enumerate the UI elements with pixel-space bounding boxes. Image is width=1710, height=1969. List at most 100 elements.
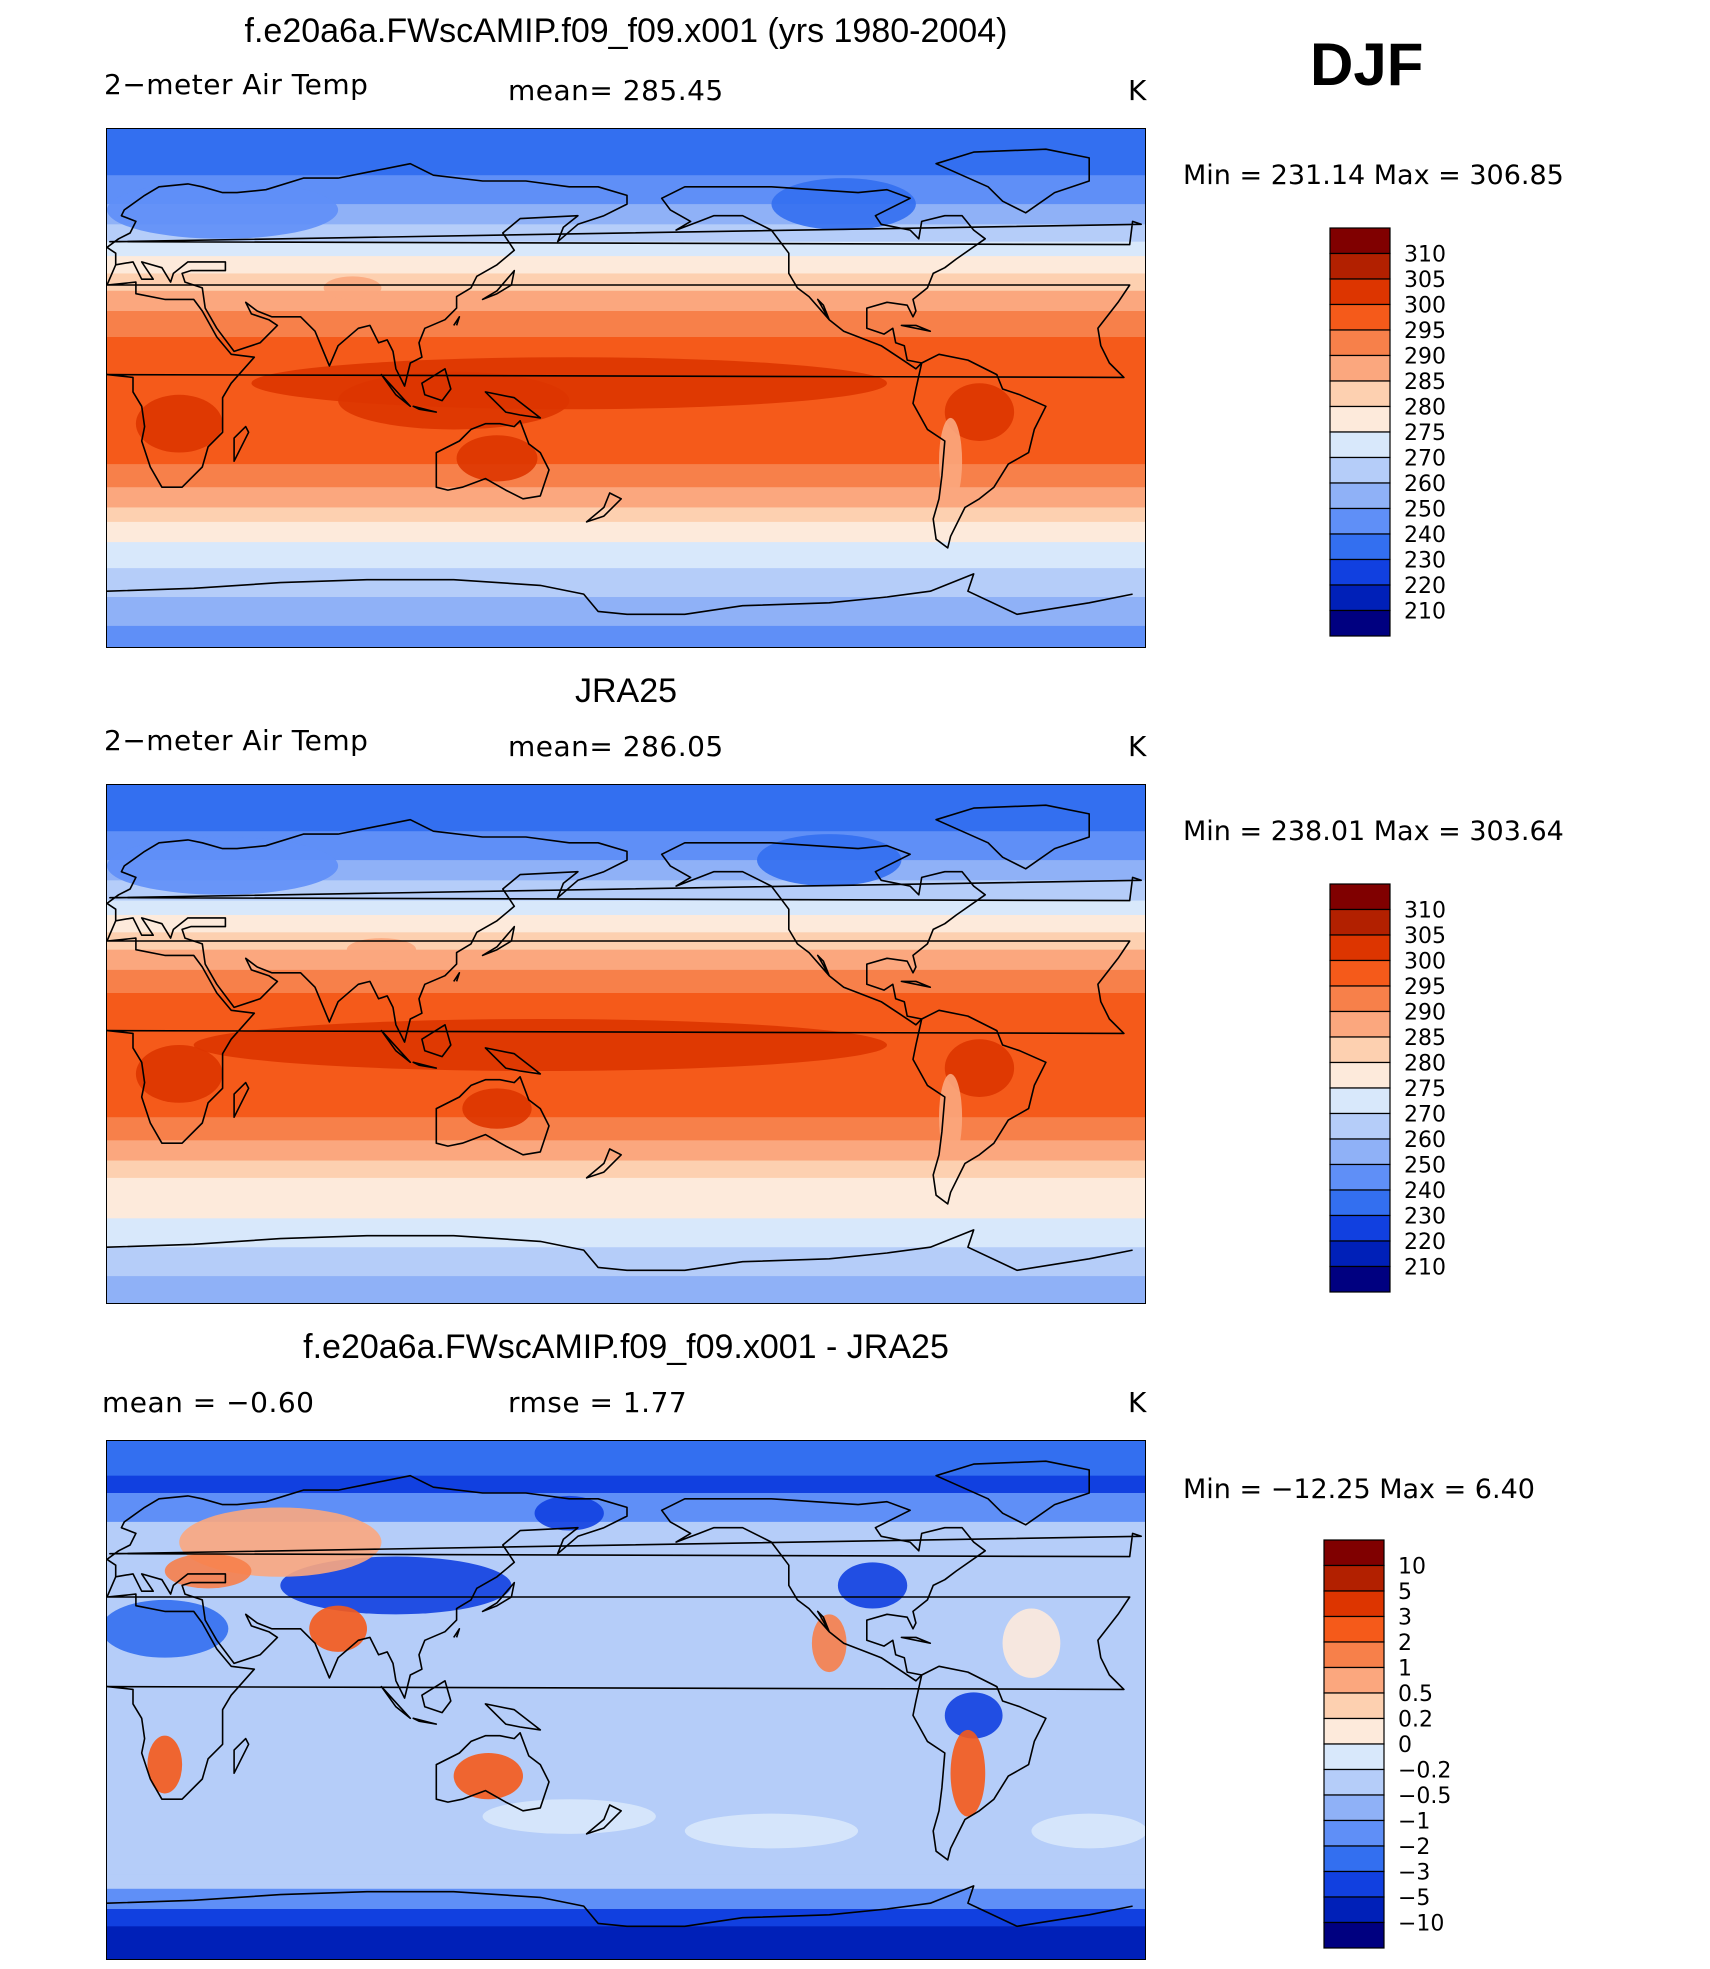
contour-band (107, 1117, 1145, 1142)
colorbar-swatch (1329, 1214, 1391, 1242)
coastline (109, 876, 1142, 902)
panel-3-map (106, 1440, 1146, 1960)
panel-1-mean-label: mean= 285.45 (508, 74, 724, 107)
panel-2-unit: K (1128, 730, 1147, 763)
coastline (900, 1636, 932, 1644)
coastline (660, 1497, 987, 1682)
colorbar-tick-label: 305 (1404, 268, 1446, 293)
colorbar-swatch (1323, 1641, 1385, 1669)
contour-blob (482, 1799, 656, 1834)
coastline (435, 1731, 550, 1812)
contour-band (107, 256, 1145, 275)
colorbar-swatch (1329, 584, 1391, 612)
contour-band (107, 464, 1145, 489)
coastline (585, 492, 623, 523)
colorbar-tick-label: 275 (1404, 1077, 1446, 1102)
contour-blob (811, 1614, 847, 1673)
colorbar-swatch (1323, 1666, 1385, 1694)
colorbar-tick-label: 260 (1404, 472, 1446, 497)
panel-3-minmax: Min = −12.25 Max = 6.40 (1183, 1474, 1535, 1505)
contour-band (107, 1276, 1145, 1303)
contour-blob (135, 394, 223, 453)
contour-band (107, 1909, 1145, 1928)
panel-3-rmse-label: rmse = 1.77 (508, 1386, 688, 1419)
coastline (484, 391, 542, 419)
contour-blob (107, 181, 339, 239)
panel-1-minmax: Min = 231.14 Max = 306.85 (1183, 160, 1564, 191)
colorbar-swatch (1329, 482, 1391, 510)
contour-band (107, 521, 1145, 544)
coastline (107, 937, 1131, 1145)
contour-blob (1002, 1608, 1061, 1678)
colorbar-tick-label: −0.5 (1398, 1784, 1451, 1809)
panel-3-mean-label: mean = −0.60 (102, 1386, 315, 1419)
coastline (935, 1460, 1091, 1526)
coastline (412, 405, 438, 413)
contour-band (107, 1926, 1145, 1959)
contour-blob (944, 1039, 1015, 1097)
coastline (585, 1148, 623, 1179)
colorbar-swatch (1329, 380, 1391, 408)
panel-1-variable-label: 2−meter Air Temp (104, 68, 369, 101)
coastline (412, 1061, 438, 1069)
colorbar-swatch (1329, 431, 1391, 459)
colorbar-swatch (1329, 1036, 1391, 1064)
contour-blob (147, 1735, 183, 1794)
coastline (900, 980, 932, 988)
coastline (421, 1024, 452, 1058)
colorbar-tick-label: 295 (1404, 975, 1446, 1000)
panel-1-unit: K (1128, 74, 1147, 107)
contour-blob (280, 1556, 512, 1615)
contour-blob (939, 1073, 963, 1161)
colorbar-tick-label: 210 (1404, 600, 1446, 625)
contour-band (107, 1140, 1145, 1162)
coastline (421, 1680, 452, 1714)
contour-blob (837, 1562, 908, 1609)
contour-blob (939, 417, 963, 505)
contour-blob (944, 1692, 1003, 1739)
colorbar-swatch (1323, 1819, 1385, 1847)
coastline (109, 220, 1142, 246)
coastline (233, 1737, 250, 1775)
colorbar-swatch (1329, 1112, 1391, 1140)
panel-1-title: f.e20a6a.FWscAMIP.f09_f09.x001 (yrs 1980… (244, 12, 1008, 50)
colorbar-tick-label: 280 (1404, 1052, 1446, 1077)
season-label: DJF (1310, 31, 1424, 98)
contour-blob (950, 1729, 986, 1817)
colorbar-swatch (1329, 227, 1391, 255)
colorbar-swatch (1323, 1794, 1385, 1822)
contour-blob (135, 1045, 223, 1103)
coastline (435, 1075, 550, 1156)
colorbar-swatch (1323, 1921, 1385, 1949)
contour-blob (534, 1495, 604, 1531)
coastline (109, 1532, 1142, 1558)
colorbar-tick-label: 310 (1404, 243, 1446, 268)
coastline (107, 162, 628, 387)
contour-blob (944, 383, 1015, 441)
colorbar-tick-label: 0.5 (1398, 1682, 1433, 1707)
colorbar-swatch (1329, 252, 1391, 280)
contour-blob (462, 1088, 532, 1129)
colorbar-tick-label: 0 (1398, 1733, 1412, 1758)
colorbar-swatch (1323, 1768, 1385, 1796)
contour-band (107, 507, 1145, 523)
coastline (912, 353, 1047, 549)
colorbar-swatch (1323, 1615, 1385, 1643)
colorbar-swatch (1329, 1163, 1391, 1191)
colorbar-swatch (1329, 1189, 1391, 1217)
coastline (660, 185, 987, 370)
colorbar-tick-label: 1 (1398, 1657, 1412, 1682)
coastline (107, 1885, 1133, 1928)
coastline (412, 1717, 438, 1725)
panel-1-map (106, 128, 1146, 648)
panel-2-minmax: Min = 238.01 Max = 303.64 (1183, 816, 1564, 847)
contour-band (107, 1874, 1145, 1890)
contour-band (107, 241, 1145, 258)
contour-blob (346, 938, 417, 962)
panel-2-variable-label: 2−meter Air Temp (104, 724, 369, 757)
colorbar-swatch (1323, 1870, 1385, 1898)
colorbar-tick-label: 230 (1404, 549, 1446, 574)
contour-band (107, 487, 1145, 509)
panel-2-colorbar: 310 305 300 295 290 285 280 275 270 260 250 240 230 2… (1328, 883, 1488, 1296)
colorbar-swatch (1329, 1061, 1391, 1089)
